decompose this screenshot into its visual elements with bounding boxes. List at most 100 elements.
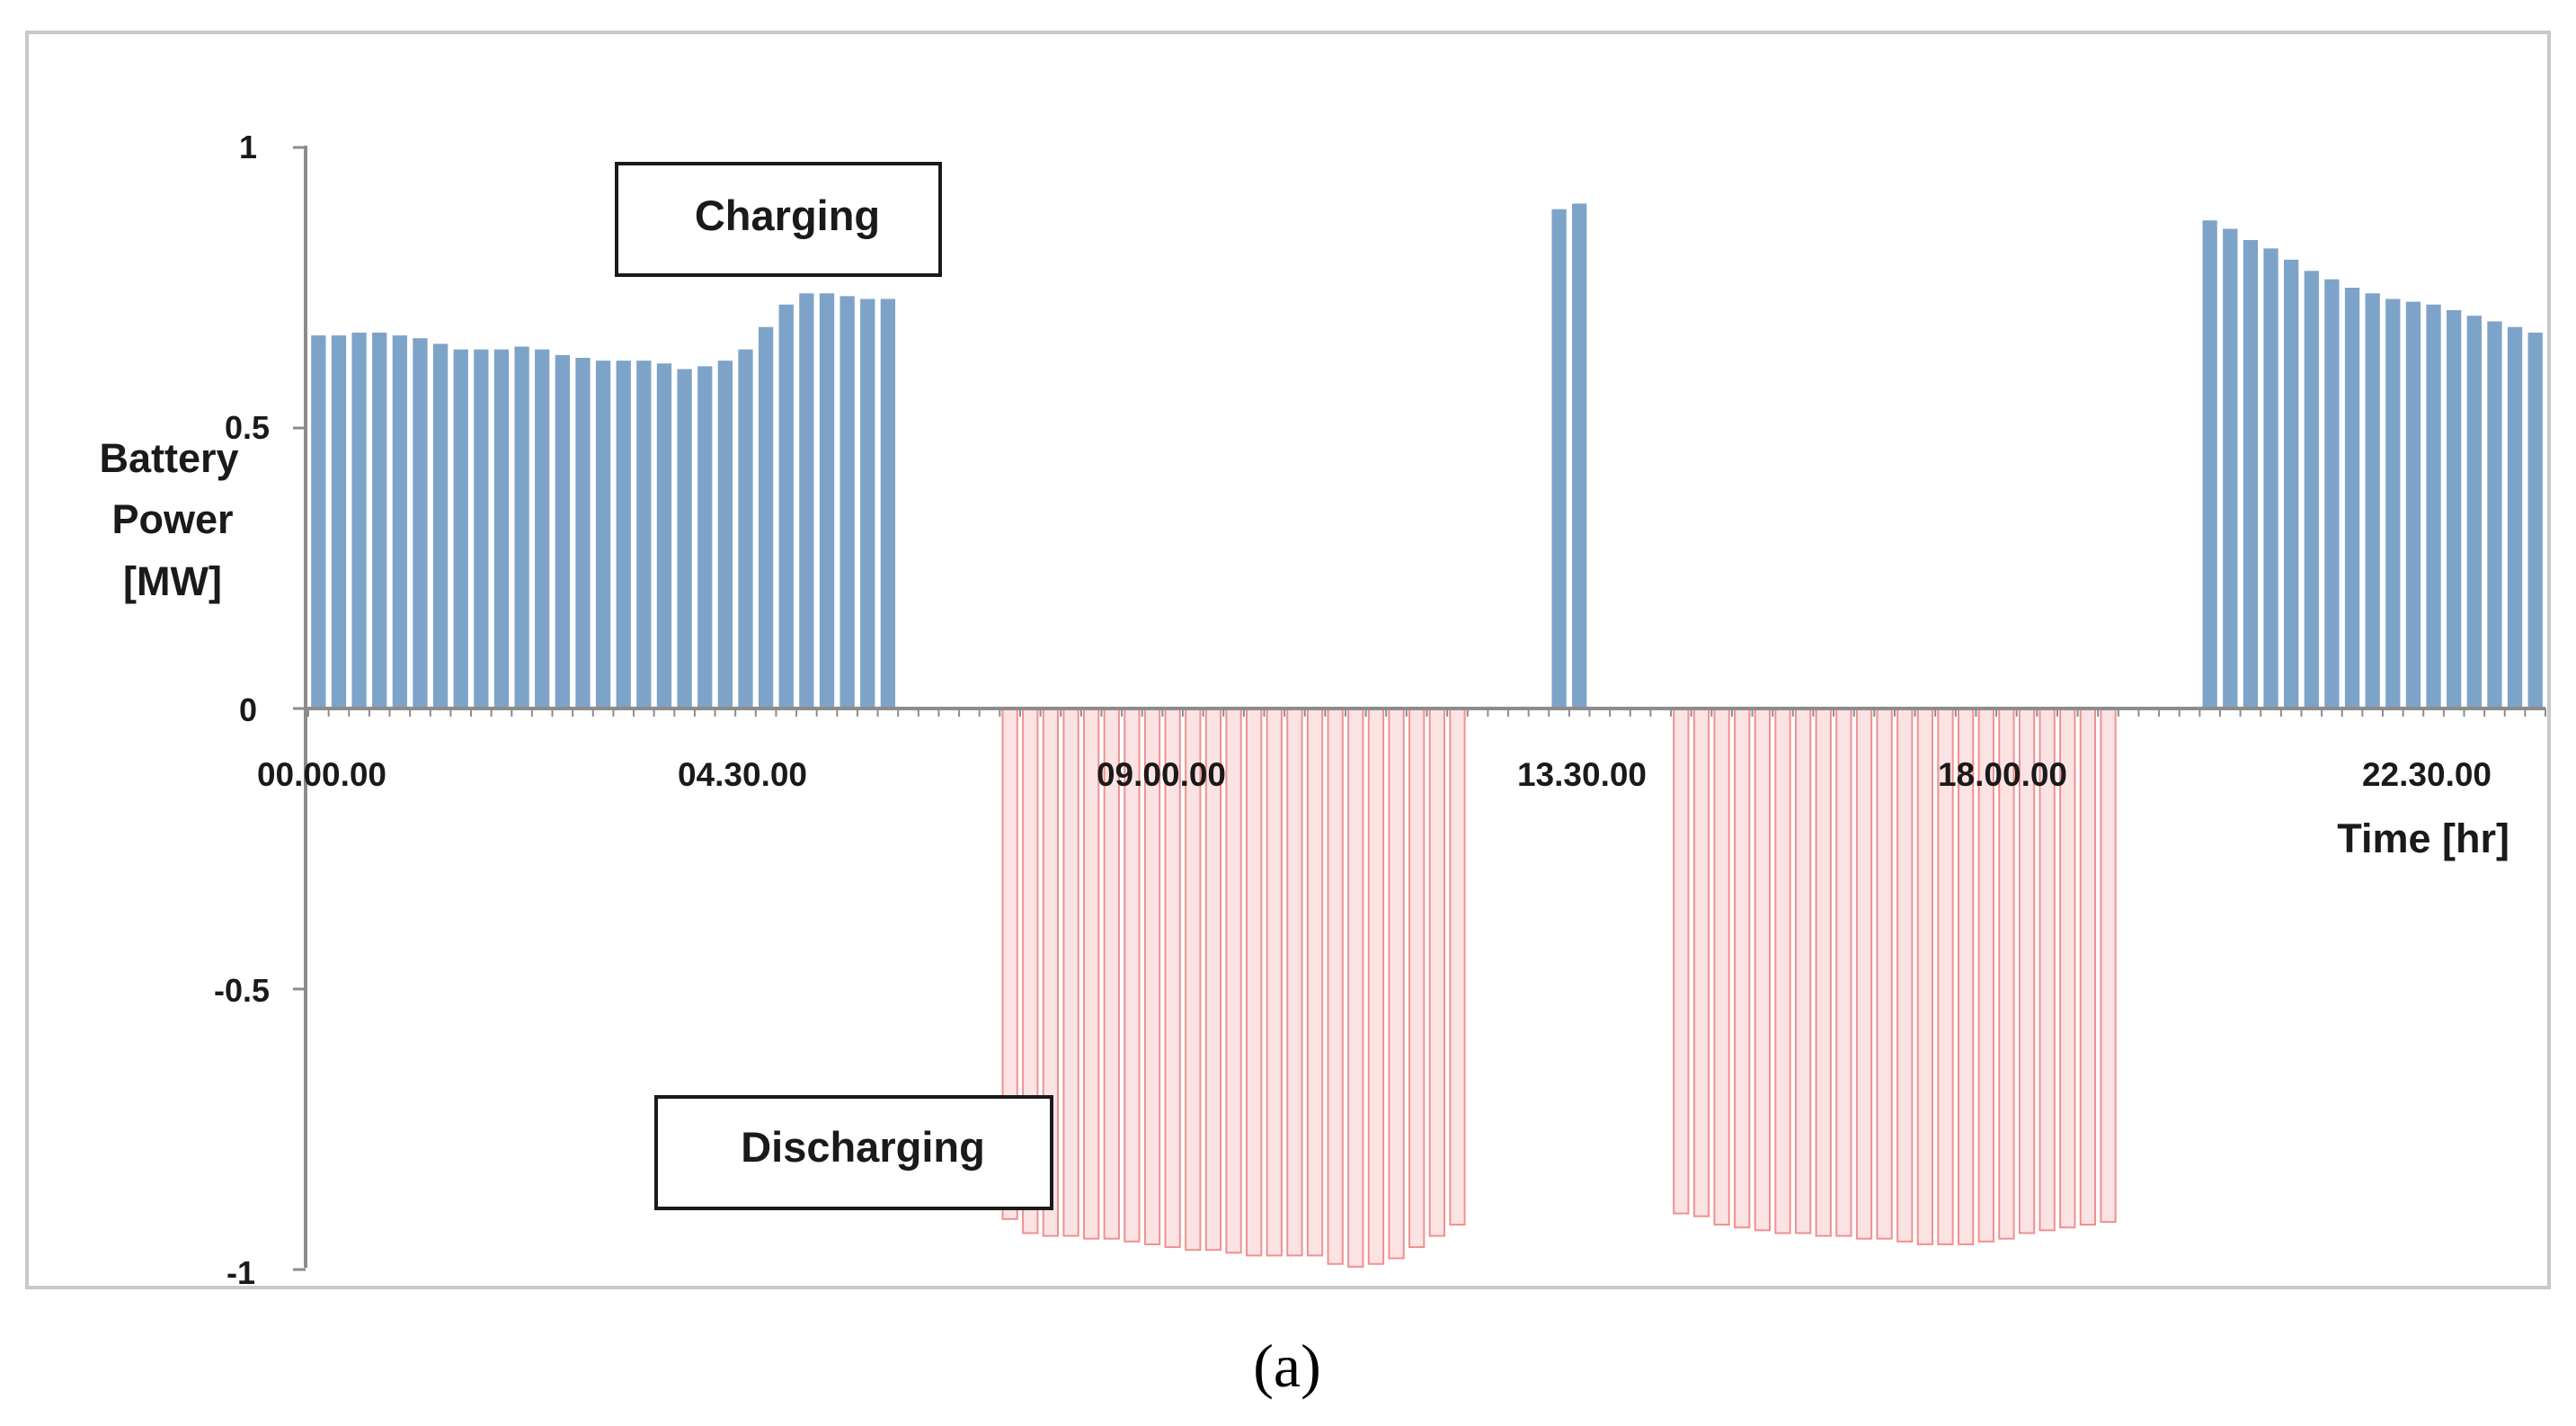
charging-bar-28: [880, 299, 896, 709]
charging-bar-16: [636, 361, 652, 709]
discharging-bar-51: [1347, 708, 1364, 1268]
charging-bar-93: [2202, 220, 2217, 709]
discharging-bar-78: [1896, 708, 1914, 1243]
discharging-bar-68: [1692, 708, 1710, 1217]
ticks-group: [293, 146, 2546, 1271]
discharging-bar-45: [1225, 708, 1242, 1254]
x-tick-label-1330: 13.30.00: [1517, 756, 1647, 793]
charging-bar-17: [656, 363, 672, 709]
discharging-bar-73: [1794, 708, 1812, 1234]
charging-bar-24: [799, 293, 814, 709]
charging-bar-109: [2527, 332, 2543, 709]
discharging-bar-76: [1855, 708, 1873, 1240]
charging-bar-94: [2223, 228, 2238, 709]
charging-bar-12: [555, 354, 570, 709]
charging-bar-25: [819, 293, 835, 709]
charging-bar-105: [2447, 309, 2462, 709]
discharging-bar-52: [1367, 708, 1385, 1265]
discharging-bar-46: [1246, 708, 1263, 1257]
charging-bar-96: [2263, 248, 2278, 709]
charging-bar-14: [595, 361, 611, 709]
discharging-bar-56: [1449, 708, 1466, 1226]
charging-bar-15: [616, 361, 631, 709]
charging-bar-27: [860, 299, 875, 709]
charging-bar-101: [2365, 293, 2380, 709]
x-tick-label-0000: 00.00.00: [257, 756, 386, 793]
charging-bar-26: [839, 296, 855, 709]
discharging-bar-79: [1916, 708, 1934, 1245]
discharging-bar-88: [2100, 708, 2117, 1223]
discharging-label: Discharging: [741, 1123, 985, 1171]
charging-bar-61: [1551, 209, 1567, 709]
charging-annotation: Charging: [615, 162, 942, 277]
figure-caption: (a): [1253, 1332, 1320, 1400]
discharging-bar-37: [1062, 708, 1079, 1237]
discharging-bar-53: [1388, 708, 1405, 1260]
charging-bar-19: [697, 366, 713, 709]
discharging-bar-47: [1266, 708, 1283, 1257]
charging-label: Charging: [695, 192, 880, 239]
axes-group: [304, 146, 2545, 1268]
charging-bar-100: [2344, 288, 2360, 709]
charging-bar-10: [514, 346, 529, 709]
charging-bar-108: [2507, 326, 2523, 709]
discharging-bar-71: [1754, 708, 1771, 1232]
charging-bar-0: [311, 335, 326, 709]
discharging-bar-48: [1286, 708, 1303, 1257]
y-tick-label-neg-1: -1: [227, 1254, 255, 1291]
charging-bar-99: [2324, 279, 2340, 709]
bars-group: [311, 203, 2543, 1268]
charging-bar-103: [2405, 301, 2421, 709]
discharging-bar-87: [2079, 708, 2097, 1226]
charging-bar-98: [2304, 271, 2319, 709]
y-tick-label-1: 1: [239, 129, 257, 165]
charging-bar-1: [331, 335, 347, 709]
charging-bar-97: [2284, 259, 2299, 709]
charging-bar-106: [2466, 316, 2482, 709]
charging-bar-23: [778, 304, 794, 709]
discharging-bar-72: [1774, 708, 1791, 1234]
charging-bar-20: [717, 361, 733, 709]
discharging-bar-67: [1673, 708, 1690, 1215]
discharging-bar-77: [1876, 708, 1893, 1240]
charging-bar-4: [392, 335, 407, 709]
charging-bar-95: [2243, 239, 2259, 709]
charging-bar-6: [432, 343, 449, 709]
y-axis-title-line-3: [MW]: [123, 558, 222, 604]
charging-bar-5: [413, 338, 428, 709]
charging-bar-62: [1572, 203, 1587, 709]
y-axis-title-line-1: Battery: [99, 435, 238, 481]
x-tick-label-0430: 04.30.00: [678, 756, 807, 793]
charging-bar-104: [2426, 304, 2441, 709]
y-tick-label-0: 0: [239, 691, 257, 728]
charging-bar-3: [372, 332, 387, 709]
charging-bar-8: [474, 349, 489, 709]
discharging-bar-54: [1408, 708, 1426, 1249]
discharging-bar-55: [1428, 708, 1445, 1237]
discharging-bar-70: [1734, 708, 1751, 1229]
charging-bar-102: [2385, 299, 2401, 709]
charging-bar-13: [575, 358, 591, 709]
charging-box: [615, 162, 942, 277]
discharging-bar-74: [1815, 708, 1832, 1237]
y-tick-label-neg-0.5: -0.5: [214, 972, 270, 1009]
charging-bar-22: [758, 326, 774, 709]
discharging-bar-50: [1327, 708, 1344, 1265]
charging-bar-18: [677, 369, 692, 709]
discharging-bar-49: [1306, 708, 1324, 1257]
charging-bar-7: [453, 349, 468, 709]
charging-bar-21: [738, 349, 753, 709]
charging-bar-2: [351, 332, 367, 709]
charging-bar-9: [493, 349, 510, 709]
discharging-annotation: Discharging: [654, 1095, 1053, 1210]
discharging-box: [654, 1095, 1053, 1210]
y-tick-label-0.5: 0.5: [225, 409, 270, 446]
discharging-bar-75: [1835, 708, 1852, 1237]
discharging-bar-69: [1713, 708, 1730, 1226]
x-tick-label-1800: 18.00.00: [1938, 756, 2067, 793]
x-axis-title: Time [hr]: [2337, 815, 2509, 861]
x-tick-label-2230: 22.30.00: [2362, 756, 2492, 793]
charging-bar-11: [535, 349, 550, 709]
x-tick-label-0900: 09.00.00: [1097, 756, 1226, 793]
